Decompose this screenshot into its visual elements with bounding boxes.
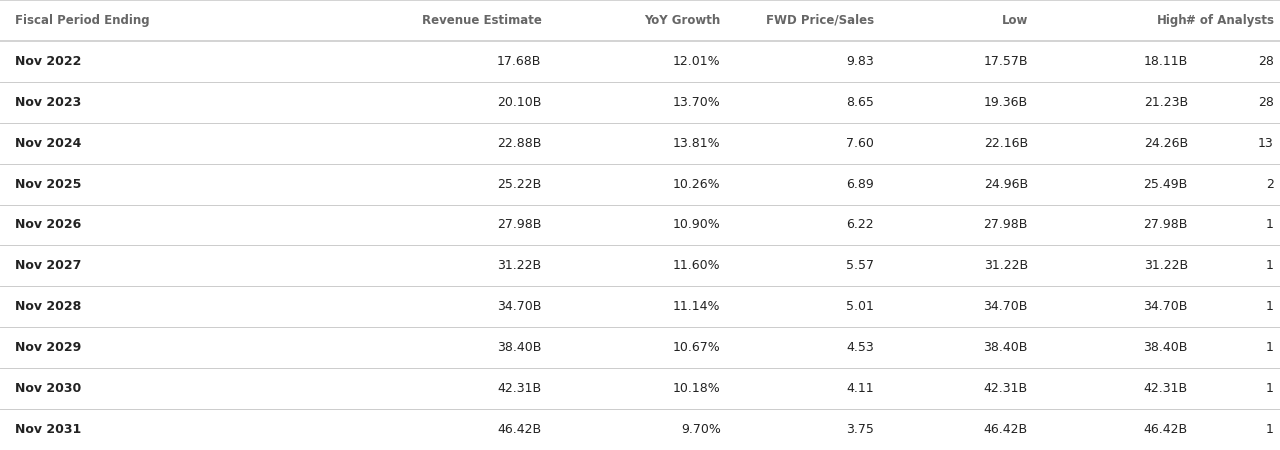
Text: FWD Price/Sales: FWD Price/Sales (767, 14, 874, 27)
Text: 1: 1 (1266, 259, 1274, 272)
Text: Fiscal Period Ending: Fiscal Period Ending (15, 14, 150, 27)
Text: 38.40B: 38.40B (983, 341, 1028, 354)
Text: Nov 2031: Nov 2031 (15, 423, 82, 436)
Text: 24.26B: 24.26B (1144, 137, 1188, 150)
Text: Nov 2030: Nov 2030 (15, 382, 82, 395)
Text: 20.10B: 20.10B (497, 96, 541, 109)
Text: 24.96B: 24.96B (984, 178, 1028, 191)
Text: 13: 13 (1258, 137, 1274, 150)
Text: 42.31B: 42.31B (984, 382, 1028, 395)
Text: 25.22B: 25.22B (497, 178, 541, 191)
Text: 17.57B: 17.57B (983, 55, 1028, 68)
Text: 46.42B: 46.42B (1144, 423, 1188, 436)
Text: 38.40B: 38.40B (497, 341, 541, 354)
Text: 11.14%: 11.14% (673, 300, 721, 313)
Text: 7.60: 7.60 (846, 137, 874, 150)
Text: 27.98B: 27.98B (983, 219, 1028, 231)
Text: 46.42B: 46.42B (984, 423, 1028, 436)
Text: 3.75: 3.75 (846, 423, 874, 436)
Text: 13.70%: 13.70% (673, 96, 721, 109)
Text: Nov 2027: Nov 2027 (15, 259, 82, 272)
Text: 1: 1 (1266, 382, 1274, 395)
Text: 9.70%: 9.70% (681, 423, 721, 436)
Text: # of Analysts: # of Analysts (1185, 14, 1274, 27)
Text: 19.36B: 19.36B (984, 96, 1028, 109)
Text: 8.65: 8.65 (846, 96, 874, 109)
Text: Low: Low (1001, 14, 1028, 27)
Text: 10.67%: 10.67% (673, 341, 721, 354)
Text: 5.57: 5.57 (846, 259, 874, 272)
Text: 6.22: 6.22 (846, 219, 874, 231)
Text: 1: 1 (1266, 300, 1274, 313)
Text: 1: 1 (1266, 341, 1274, 354)
Text: Nov 2026: Nov 2026 (15, 219, 82, 231)
Text: 34.70B: 34.70B (1143, 300, 1188, 313)
Text: Nov 2023: Nov 2023 (15, 96, 82, 109)
Text: 25.49B: 25.49B (1143, 178, 1188, 191)
Text: 28: 28 (1258, 96, 1274, 109)
Text: Nov 2022: Nov 2022 (15, 55, 82, 68)
Text: 22.88B: 22.88B (497, 137, 541, 150)
Text: 11.60%: 11.60% (673, 259, 721, 272)
Text: 31.22B: 31.22B (498, 259, 541, 272)
Text: 34.70B: 34.70B (983, 300, 1028, 313)
Text: 9.83: 9.83 (846, 55, 874, 68)
Text: 27.98B: 27.98B (497, 219, 541, 231)
Text: Nov 2028: Nov 2028 (15, 300, 82, 313)
Text: 2: 2 (1266, 178, 1274, 191)
Text: 42.31B: 42.31B (1144, 382, 1188, 395)
Text: 21.23B: 21.23B (1144, 96, 1188, 109)
Text: 10.18%: 10.18% (673, 382, 721, 395)
Text: Nov 2024: Nov 2024 (15, 137, 82, 150)
Text: 13.81%: 13.81% (673, 137, 721, 150)
Text: 46.42B: 46.42B (498, 423, 541, 436)
Text: 31.22B: 31.22B (1144, 259, 1188, 272)
Text: 18.11B: 18.11B (1143, 55, 1188, 68)
Text: 4.53: 4.53 (846, 341, 874, 354)
Text: 27.98B: 27.98B (1143, 219, 1188, 231)
Text: 22.16B: 22.16B (984, 137, 1028, 150)
Text: 38.40B: 38.40B (1143, 341, 1188, 354)
Text: 28: 28 (1258, 55, 1274, 68)
Text: 31.22B: 31.22B (984, 259, 1028, 272)
Text: 34.70B: 34.70B (497, 300, 541, 313)
Text: Nov 2029: Nov 2029 (15, 341, 82, 354)
Text: 10.26%: 10.26% (673, 178, 721, 191)
Text: 6.89: 6.89 (846, 178, 874, 191)
Text: 42.31B: 42.31B (498, 382, 541, 395)
Text: High: High (1157, 14, 1188, 27)
Text: 4.11: 4.11 (846, 382, 874, 395)
Text: 10.90%: 10.90% (673, 219, 721, 231)
Text: YoY Growth: YoY Growth (644, 14, 721, 27)
Text: 1: 1 (1266, 423, 1274, 436)
Text: 12.01%: 12.01% (673, 55, 721, 68)
Text: 5.01: 5.01 (846, 300, 874, 313)
Text: Nov 2025: Nov 2025 (15, 178, 82, 191)
Text: 1: 1 (1266, 219, 1274, 231)
Text: Revenue Estimate: Revenue Estimate (421, 14, 541, 27)
Text: 17.68B: 17.68B (497, 55, 541, 68)
